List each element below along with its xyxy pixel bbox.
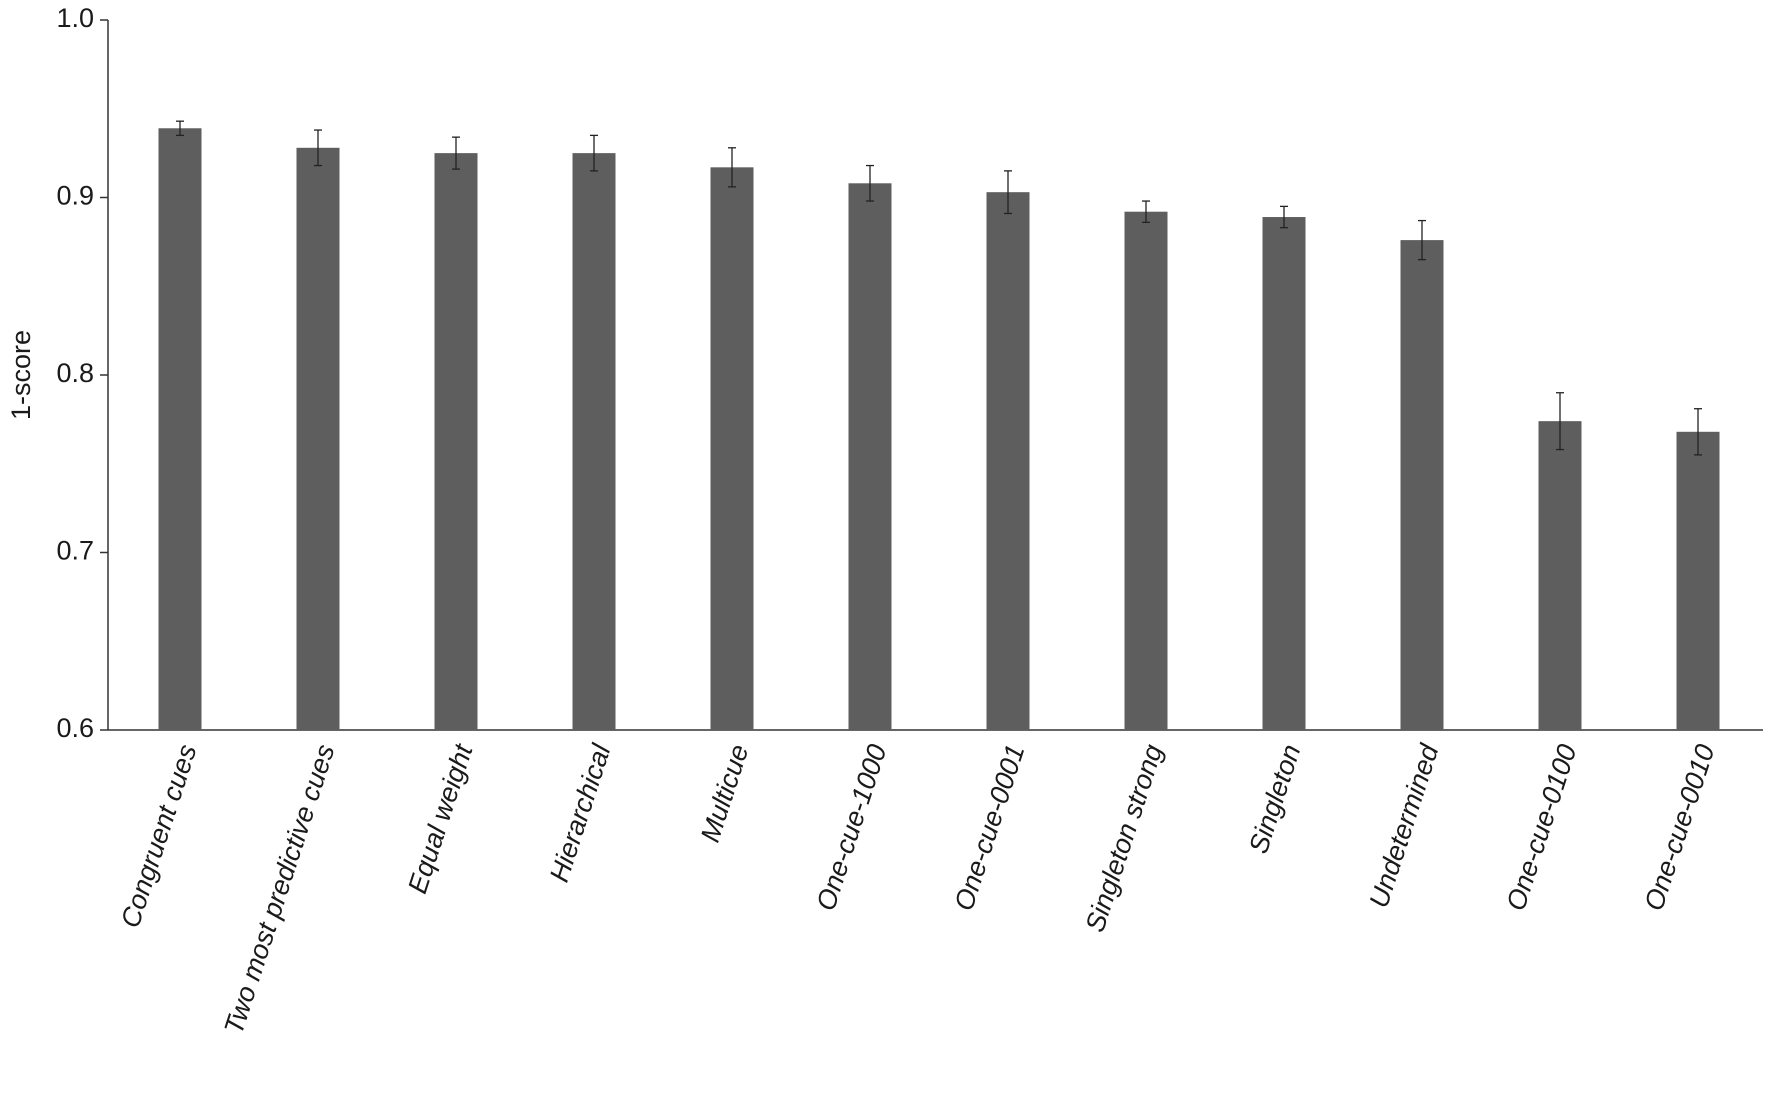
bar xyxy=(1124,211,1168,730)
bar xyxy=(986,192,1030,731)
error-bar xyxy=(1694,408,1702,456)
x-tick-label: Equal weight xyxy=(402,739,479,897)
x-tick-label: Singleton xyxy=(1243,741,1306,857)
error-bar xyxy=(452,136,460,170)
y-tick-label: 0.9 xyxy=(56,181,94,211)
error-bar xyxy=(314,129,322,167)
error-bar xyxy=(1004,170,1012,215)
y-tick-label: 0.8 xyxy=(56,358,94,388)
x-tick-label: One-cue-0001 xyxy=(949,741,1031,914)
y-tick-label: 0.7 xyxy=(56,536,94,566)
bar xyxy=(710,167,754,730)
y-axis-label: 1-score xyxy=(6,330,36,420)
bar xyxy=(1538,421,1582,730)
bar xyxy=(848,183,892,731)
error-bar xyxy=(1556,392,1564,451)
bar xyxy=(1676,431,1720,730)
bar xyxy=(1262,217,1306,730)
y-tick-label: 0.6 xyxy=(56,713,94,743)
x-tick-label: One-cue-0100 xyxy=(1501,741,1583,914)
error-bar xyxy=(866,164,874,202)
error-bar xyxy=(176,120,184,137)
error-bar xyxy=(1418,219,1426,261)
x-tick-label: Multicue xyxy=(695,741,755,846)
bar xyxy=(434,153,478,730)
bar xyxy=(296,147,340,731)
x-tick-label: Hierarchical xyxy=(544,740,617,886)
x-tick-label: One-cue-0010 xyxy=(1639,741,1721,914)
bar xyxy=(158,128,202,730)
bar xyxy=(572,153,616,730)
x-tick-label: Congruent cues xyxy=(115,741,202,932)
x-tick-label: One-cue-1000 xyxy=(811,741,893,914)
bar xyxy=(1400,240,1444,730)
y-tick-label: 1.0 xyxy=(56,3,94,33)
error-bar xyxy=(1142,200,1150,224)
error-bar xyxy=(728,147,736,188)
error-bar xyxy=(1280,205,1288,229)
error-bar xyxy=(590,134,598,172)
x-tick-label: Undetermined xyxy=(1364,740,1445,911)
x-tick-label: Singleton strong xyxy=(1080,741,1169,936)
x-tick-label: Two most predictive cues xyxy=(218,741,340,1038)
